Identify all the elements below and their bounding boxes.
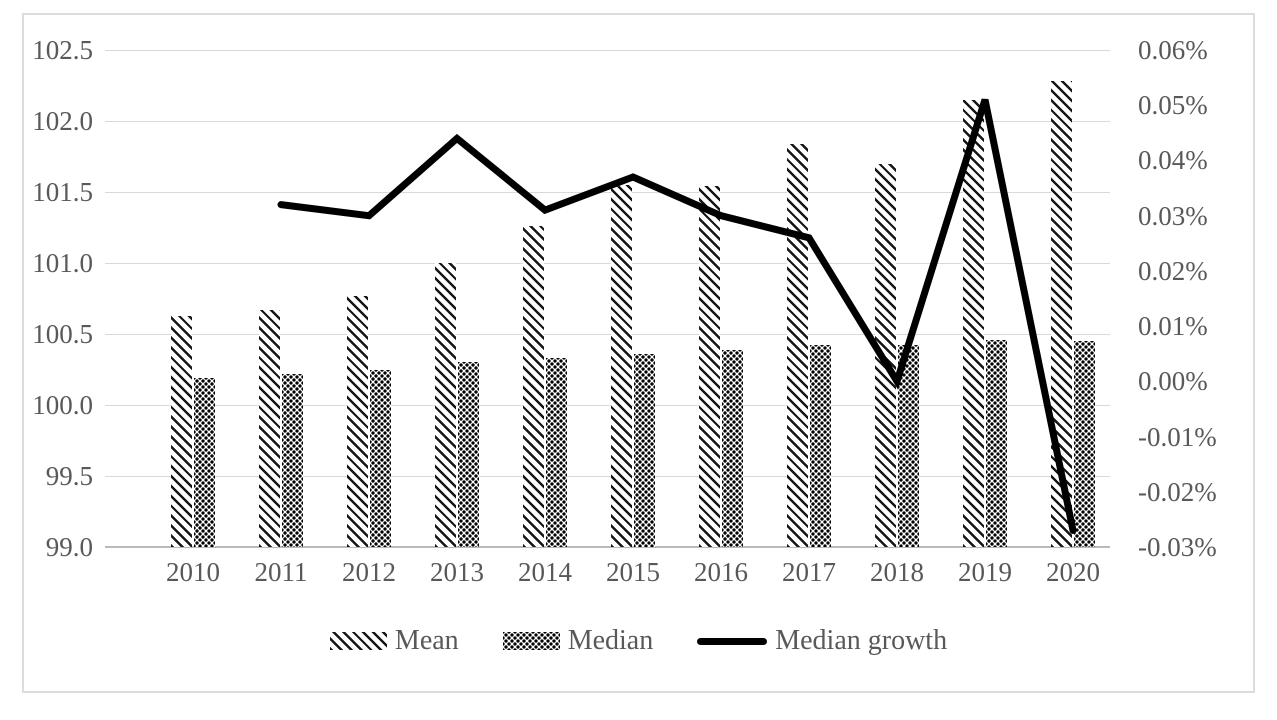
gridline <box>105 121 1110 122</box>
x-label-2015: 2015 <box>606 557 660 587</box>
legend-label: Median <box>567 625 654 656</box>
bar-mean-2015 <box>611 184 632 547</box>
bar-mean-2020 <box>1051 81 1072 547</box>
bar-median-2011 <box>282 373 303 547</box>
right-axis-tick-label: 0.04% <box>1138 145 1208 176</box>
bar-mean-2011 <box>259 309 280 547</box>
x-label-2010: 2010 <box>166 557 220 587</box>
x-label-2018: 2018 <box>870 557 924 587</box>
bar-median-2017 <box>810 345 831 547</box>
bar-mean-2010 <box>171 315 192 547</box>
left-axis-tick-label: 101.5 <box>32 177 93 207</box>
bar-median-2015 <box>634 353 655 547</box>
legend-swatch-growth-line <box>697 637 768 645</box>
bar-mean-2016 <box>699 186 720 547</box>
right-axis-tick-label: 0.00% <box>1138 366 1208 397</box>
x-label-2016: 2016 <box>694 557 748 587</box>
bar-median-2020 <box>1074 341 1095 547</box>
left-axis-tick-label: 101.0 <box>32 248 93 278</box>
left-axis-tick-label: 102.5 <box>32 35 93 65</box>
right-axis-tick-label: -0.02% <box>1138 476 1217 507</box>
bar-mean-2013 <box>435 263 456 547</box>
right-axis-tick-label: 0.06% <box>1138 35 1208 65</box>
right-axis-tick-label: 0.05% <box>1138 90 1208 121</box>
x-label-2020: 2020 <box>1046 557 1100 587</box>
left-axis-tick-label: 102.0 <box>32 106 93 136</box>
legend-label: Mean <box>394 625 459 656</box>
bar-median-2014 <box>546 358 567 547</box>
legend-label: Median growth <box>775 625 948 656</box>
right-axis-tick-label: 0.03% <box>1138 200 1208 231</box>
bar-mean-2018 <box>875 163 896 547</box>
x-label-2012: 2012 <box>342 557 396 587</box>
left-axis-tick-label: 99.0 <box>45 532 93 562</box>
x-label-2011: 2011 <box>254 557 308 587</box>
gridline <box>105 50 1110 51</box>
bar-mean-2019 <box>963 99 984 547</box>
bar-median-2013 <box>458 362 479 547</box>
bar-median-2018 <box>898 345 919 547</box>
legend-item-median: Median <box>502 625 654 657</box>
right-axis-tick-label: -0.03% <box>1138 532 1217 562</box>
legend-item-median-growth: Median growth <box>697 625 947 657</box>
bar-mean-2014 <box>523 226 544 547</box>
x-axis-line <box>105 546 1110 548</box>
gridline <box>105 192 1110 193</box>
bar-median-2016 <box>722 349 743 547</box>
legend: Mean Median Median growth <box>0 625 1277 657</box>
right-axis-tick-label: 0.02% <box>1138 255 1208 286</box>
bar-median-2019 <box>986 339 1007 547</box>
bar-mean-2012 <box>347 295 368 547</box>
gridline <box>105 263 1110 264</box>
x-label-2017: 2017 <box>782 557 836 587</box>
x-label-2013: 2013 <box>430 557 484 587</box>
gridline <box>105 476 1110 477</box>
x-label-2014: 2014 <box>518 557 572 587</box>
gridline <box>105 334 1110 335</box>
x-label-2019: 2019 <box>958 557 1012 587</box>
right-axis-tick-label: 0.01% <box>1138 311 1208 342</box>
legend-swatch-mean-hatch <box>329 632 387 650</box>
legend-swatch-median-dots <box>502 632 560 650</box>
left-axis-tick-label: 100.0 <box>32 390 93 420</box>
bar-mean-2017 <box>787 143 808 547</box>
gridline <box>105 405 1110 406</box>
right-axis-tick-label: -0.01% <box>1138 421 1217 452</box>
legend-item-mean: Mean <box>329 625 459 657</box>
left-axis-tick-label: 100.5 <box>32 319 93 349</box>
bar-median-2012 <box>370 369 391 547</box>
left-axis-tick-label: 99.5 <box>45 461 93 491</box>
bar-median-2010 <box>194 378 215 547</box>
